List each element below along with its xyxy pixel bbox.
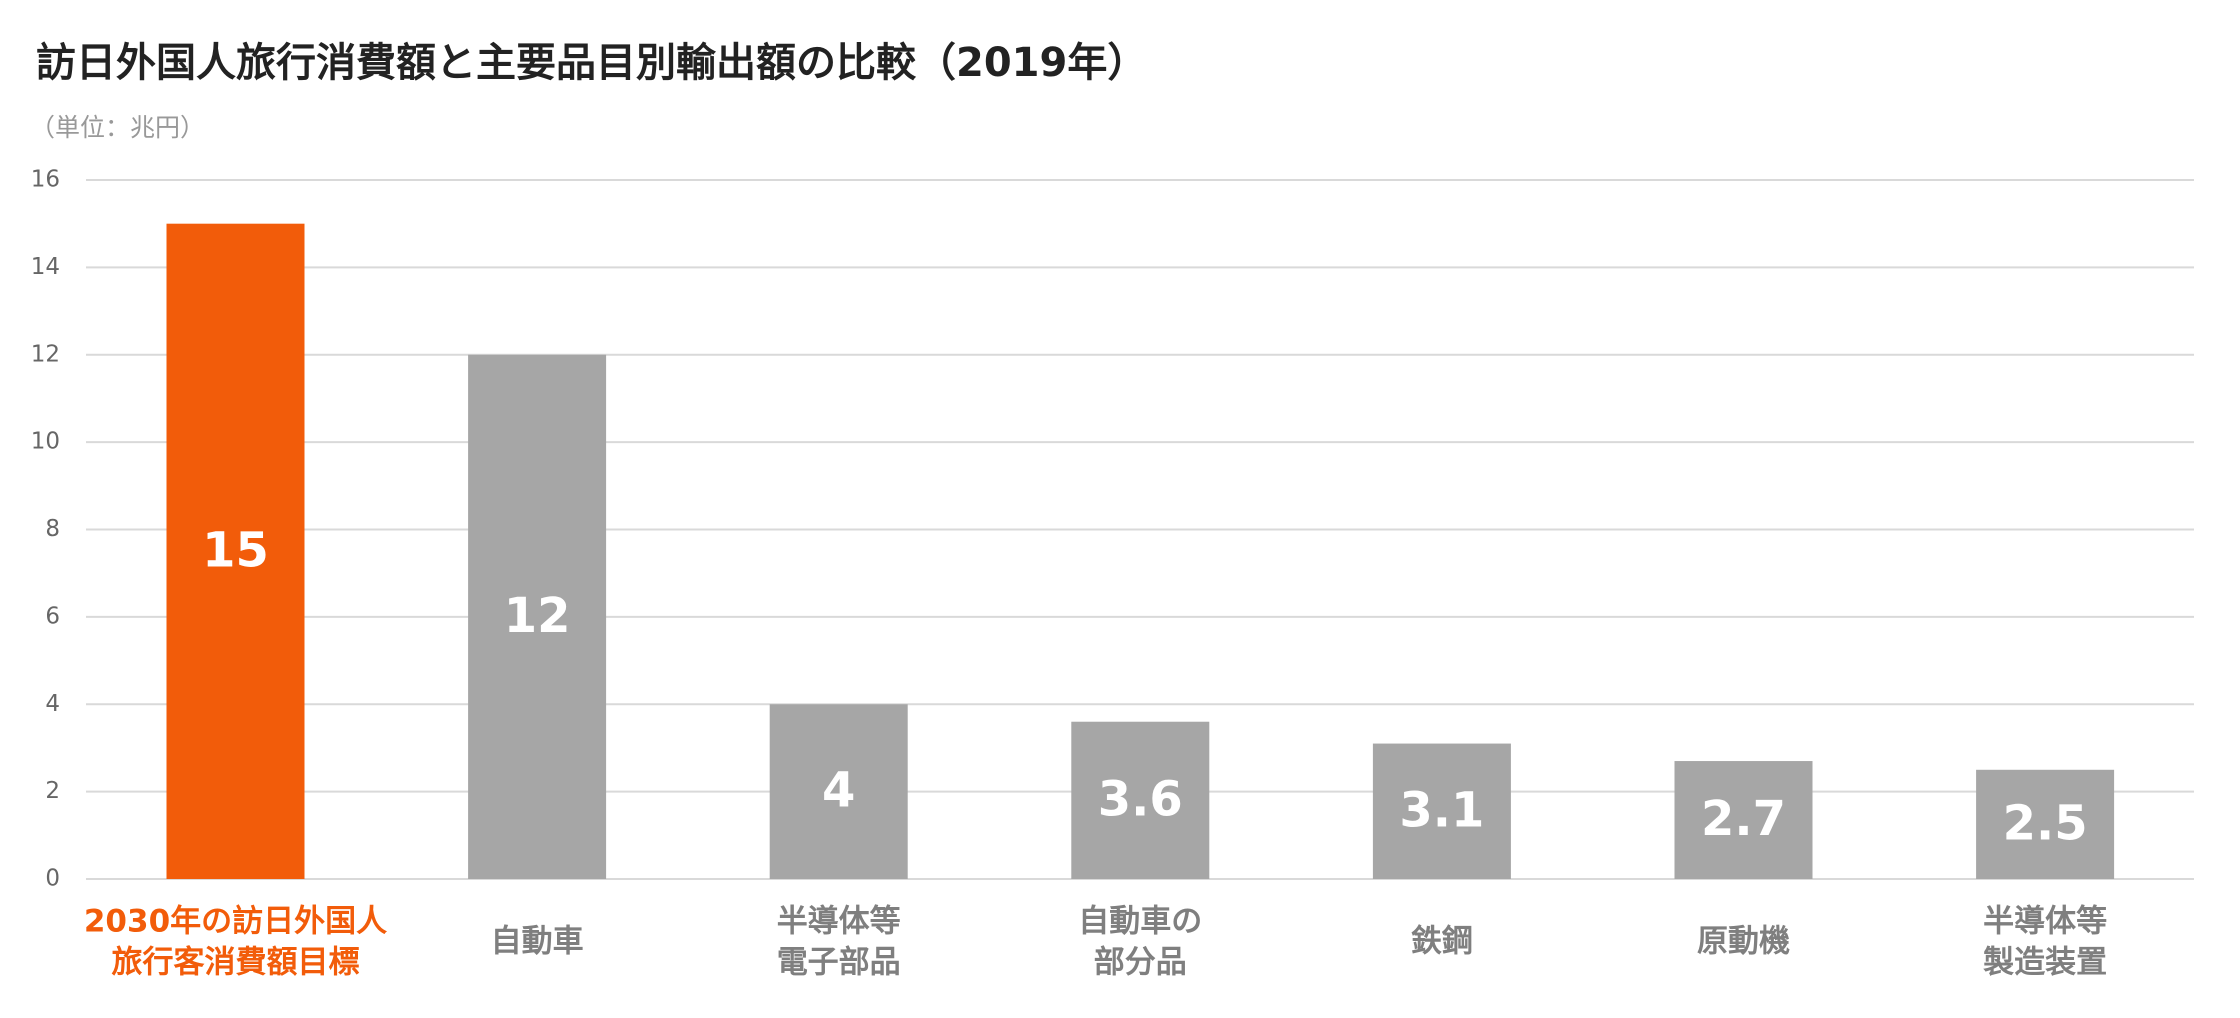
x-tick-label: 鉄鋼: [1411, 924, 1473, 960]
x-tick-label: 半導体等: [777, 904, 901, 940]
value-label: 12: [504, 588, 571, 644]
value-label: 3.6: [1098, 771, 1183, 827]
x-tick-label: 2030年の訪日外国人: [84, 904, 387, 940]
x-tick-label: 原動機: [1697, 924, 1790, 960]
bar: [468, 354, 607, 879]
x-tick-label: 自動車の: [1078, 904, 1202, 940]
bar: [1674, 761, 1813, 879]
y-tick-label: 2: [45, 778, 60, 804]
y-tick-label: 14: [31, 254, 60, 280]
x-tick-label: 電子部品: [777, 945, 901, 981]
y-tick-label: 0: [45, 866, 60, 892]
value-label: 4: [822, 763, 855, 819]
x-tick-label: 製造装置: [1983, 945, 2107, 981]
y-tick-label: 12: [31, 341, 60, 367]
y-tick-label: 6: [45, 603, 60, 629]
bar: [1372, 743, 1511, 879]
chart-subtitle: （単位：兆円）: [30, 113, 205, 142]
bar: [166, 223, 305, 879]
y-tick-label: 16: [31, 167, 60, 193]
bar: [1976, 769, 2115, 879]
bar: [1071, 721, 1210, 879]
bar: [769, 704, 908, 879]
y-tick-label: 10: [31, 429, 60, 455]
value-label: 2.5: [2003, 795, 2088, 851]
value-label: 3.1: [1399, 782, 1484, 838]
x-tick-label: 部分品: [1094, 945, 1187, 981]
value-label: 15: [202, 522, 269, 578]
value-label: 2.7: [1701, 791, 1786, 847]
y-tick-label: 4: [45, 691, 60, 717]
x-tick-label: 半導体等: [1983, 904, 2107, 940]
x-tick-label: 旅行客消費額目標: [112, 945, 360, 981]
y-tick-label: 8: [45, 516, 60, 542]
chart-title: 訪日外国人旅行消費額と主要品目別輸出額の比較（2019年）: [36, 40, 1147, 86]
x-tick-label: 自動車: [491, 924, 584, 960]
